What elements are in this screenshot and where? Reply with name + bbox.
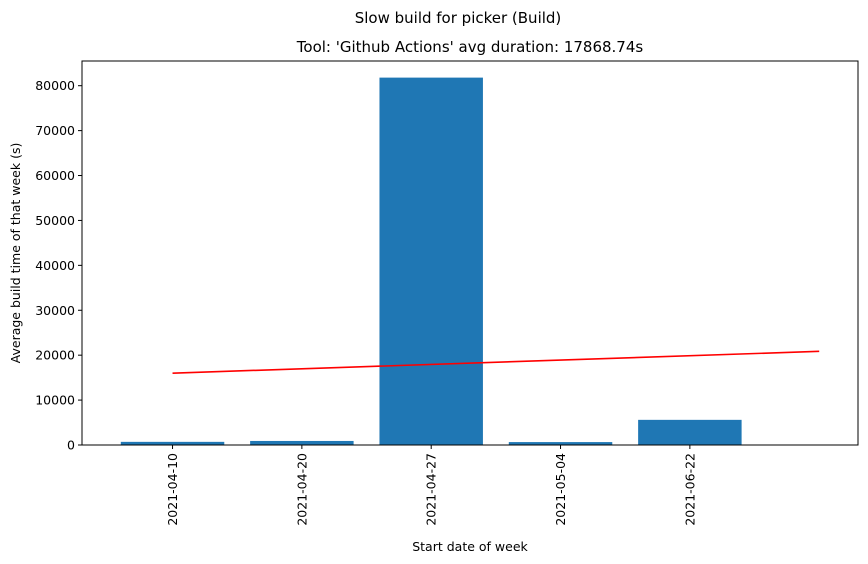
y-tick-label-10000: 10000 — [35, 393, 75, 408]
y-tick-label-40000: 40000 — [35, 258, 75, 273]
y-axis-title: Average build time of that week (s) — [8, 143, 23, 364]
y-tick-label-70000: 70000 — [35, 123, 75, 138]
y-tick-label-80000: 80000 — [35, 78, 75, 93]
bar-2021-05-04 — [508, 442, 613, 445]
plot-area: 0 10000 20000 30000 40000 50000 60000 70000 8000… — [35, 77, 820, 526]
bar-2021-06-22 — [638, 419, 742, 445]
y-tick-label-20000: 20000 — [35, 348, 75, 363]
x-tick-label-2021-05-04: 2021-05-04 — [553, 453, 568, 526]
y-tick-label-60000: 60000 — [35, 168, 75, 183]
x-tick-label-2021-04-27: 2021-04-27 — [424, 453, 439, 526]
bar-2021-04-27 — [379, 77, 483, 445]
chart-title: Tool: 'Github Actions' avg duration: 178… — [296, 38, 644, 56]
figure-suptitle: Slow build for picker (Build) — [355, 9, 562, 27]
x-tick-label-2021-04-10: 2021-04-10 — [165, 453, 180, 526]
trend-line — [172, 350, 820, 374]
x-tick-label-2021-04-20: 2021-04-20 — [294, 453, 309, 526]
y-tick-label-30000: 30000 — [35, 303, 75, 318]
bar-2021-04-20 — [250, 440, 354, 445]
y-tick-label-0: 0 — [67, 438, 75, 453]
plot-frame — [81, 60, 859, 446]
x-tick-label-2021-06-22: 2021-06-22 — [682, 453, 697, 526]
y-tick-label-50000: 50000 — [35, 213, 75, 228]
x-axis-title: Start date of week — [412, 539, 528, 554]
bar-2021-04-10 — [120, 441, 225, 445]
